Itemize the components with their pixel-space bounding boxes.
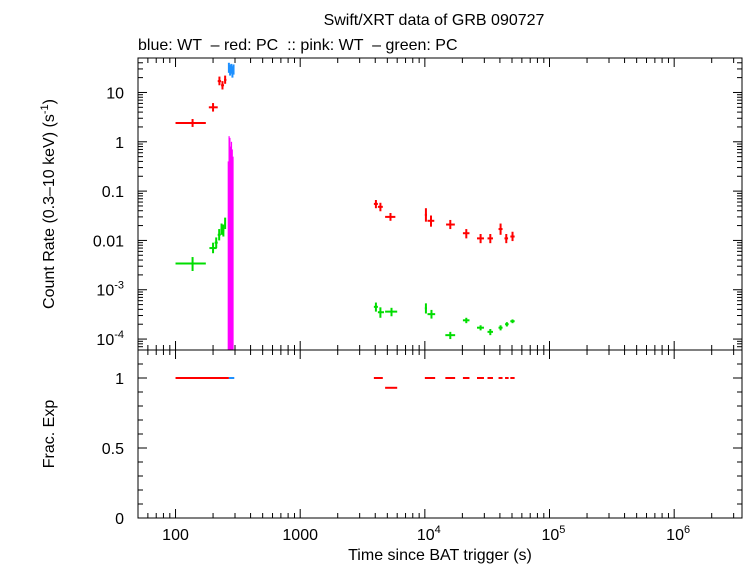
- count-rate-ticks: [137, 57, 742, 351]
- data-band: [227, 161, 229, 350]
- data-point: [498, 223, 503, 235]
- data-point: [373, 302, 378, 312]
- data-point: [476, 325, 484, 331]
- x-tick-labels: 100 1000 104 105 106: [162, 524, 690, 544]
- data-point: [462, 229, 470, 239]
- data-point: [510, 319, 515, 324]
- data-point: [222, 224, 225, 237]
- count-rate-y-tick-labels: 10 1 0.1 0.01 10-3 10-4: [93, 85, 124, 349]
- y-tick-label: 0: [115, 511, 124, 528]
- data-point: [462, 317, 470, 324]
- data-point: [217, 76, 222, 86]
- data-band: [232, 156, 234, 350]
- x-tick-label: 1000: [282, 527, 318, 544]
- data-point: [487, 233, 493, 244]
- count-rate-panel: 10 1 0.1 0.01 10-3 10-4 Count Rate (0.3–10 ke…: [39, 57, 743, 351]
- frac-exp-panel: 00.51 Frac. Exp: [41, 349, 743, 528]
- frac-exp-marks: [175, 377, 515, 389]
- data-point: [224, 217, 227, 230]
- y-tick-label: 10: [106, 85, 124, 102]
- y-tick-label: 10-3: [96, 280, 124, 300]
- data-point: [498, 325, 503, 331]
- data-point: [505, 322, 509, 327]
- data-point: [446, 219, 455, 230]
- x-tick-label: 104: [417, 524, 441, 544]
- frac-exp-ticks: [137, 349, 742, 519]
- data-band: [230, 146, 232, 350]
- frac-exp-plot-frame: [137, 349, 743, 519]
- frac-exp-y-tick-labels: 00.51: [102, 371, 124, 528]
- data-band: [231, 149, 233, 350]
- x-tick-label: 106: [666, 524, 690, 544]
- data-point: [221, 81, 225, 90]
- data-point: [504, 233, 509, 244]
- chart-subtitle: blue: WT – red: PC :: pink: WT – green: …: [138, 37, 458, 54]
- data-point: [373, 200, 378, 209]
- data-point: [214, 237, 218, 249]
- y-tick-label: 0.5: [102, 441, 124, 458]
- data-point: [476, 233, 484, 244]
- count-rate-marks: [175, 62, 515, 350]
- data-band: [228, 136, 230, 350]
- y-tick-label: 0.1: [102, 184, 124, 201]
- data-point: [487, 328, 493, 336]
- x-axis-label: Time since BAT trigger (s): [348, 547, 532, 564]
- data-point: [377, 202, 383, 212]
- data-point: [427, 309, 436, 319]
- y-tick-label: 0.01: [93, 233, 124, 250]
- data-point: [385, 212, 396, 221]
- y-tick-label: 1: [115, 371, 124, 388]
- frac-exp-y-axis-label: Frac. Exp: [41, 400, 58, 469]
- data-point: [208, 103, 218, 112]
- y-tick-label: 1: [115, 135, 124, 152]
- data-point: [232, 64, 235, 75]
- count-rate-y-axis-label: Count Rate (0.3–10 keV) (s-1): [39, 99, 58, 309]
- data-point: [175, 118, 206, 127]
- data-point: [217, 229, 221, 241]
- data-point: [427, 215, 435, 227]
- data-point: [424, 303, 427, 314]
- data-point: [220, 223, 223, 235]
- data-point: [175, 257, 206, 271]
- x-tick-label: 100: [162, 527, 189, 544]
- y-tick-label: 10-4: [96, 329, 124, 349]
- data-point: [510, 231, 515, 242]
- data-point: [424, 208, 427, 222]
- data-band: [230, 141, 233, 350]
- data-point: [385, 307, 398, 317]
- data-band: [229, 137, 231, 350]
- data-point: [377, 307, 384, 318]
- x-tick-label: 105: [542, 524, 566, 544]
- data-point: [224, 75, 227, 84]
- data-point: [445, 331, 456, 340]
- chart-title: Swift/XRT data of GRB 090727: [324, 12, 545, 29]
